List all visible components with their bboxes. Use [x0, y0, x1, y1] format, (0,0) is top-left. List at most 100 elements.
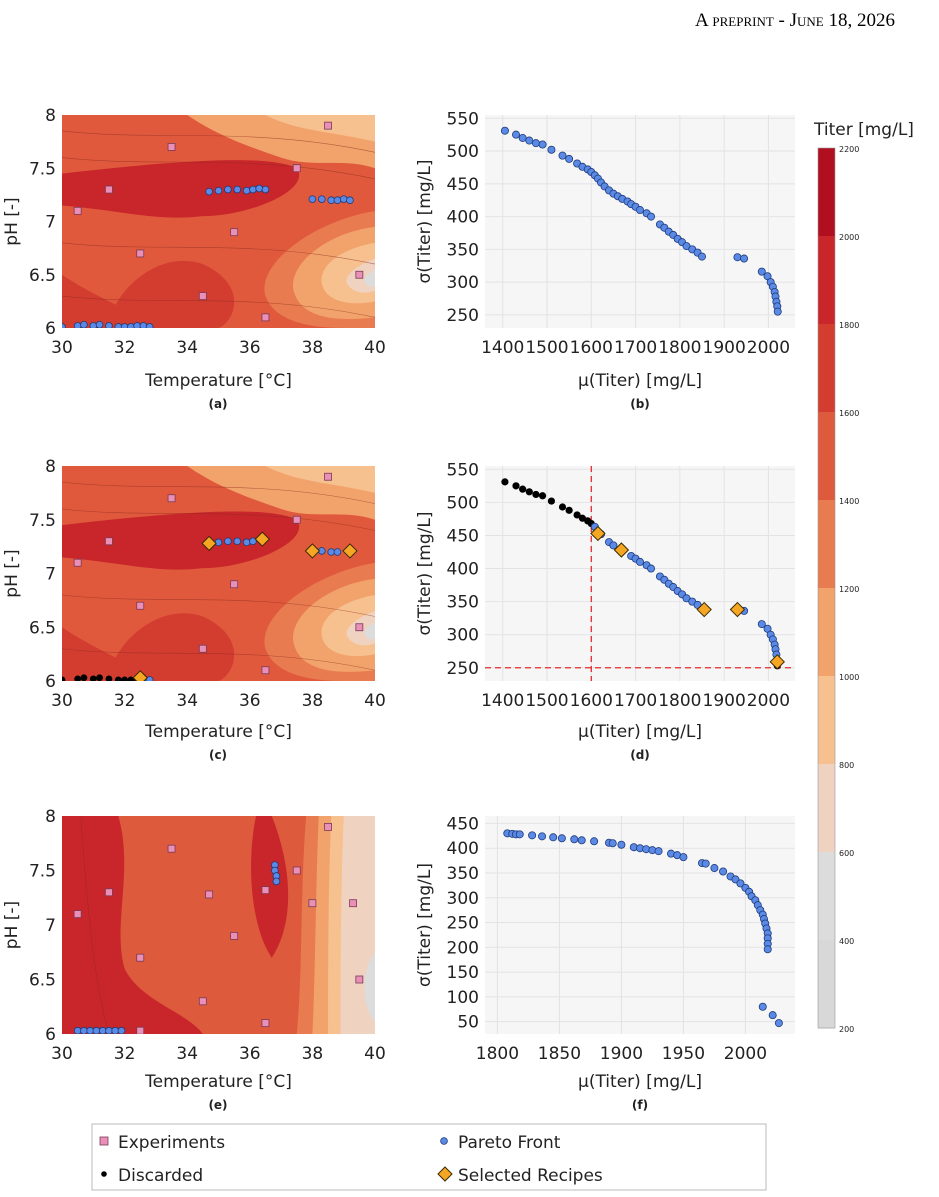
x-tick-label: 2000 [724, 1044, 767, 1064]
discarded-marker [105, 675, 113, 681]
pareto-marker [317, 195, 326, 203]
discarded-marker [558, 503, 567, 511]
pareto-marker [531, 139, 540, 148]
x-axis-label: μ(Titer) [mg/L] [578, 722, 702, 742]
pareto-marker [719, 867, 728, 876]
pareto-marker [698, 252, 707, 261]
pareto-marker [139, 322, 148, 328]
colorbar-segment [818, 852, 835, 941]
colorbar-tick-label: 1000 [839, 673, 859, 682]
x-tick-label: 1400 [481, 691, 524, 711]
selected-marker [729, 601, 746, 618]
x-tick-label: 38 [302, 1044, 324, 1064]
selected-marker [132, 670, 148, 681]
discarded-marker [573, 511, 581, 519]
x-tick-label: 1500 [525, 691, 568, 711]
panel-label: (d) [630, 748, 650, 762]
pareto-marker [214, 538, 223, 547]
pareto-marker [249, 185, 257, 194]
pareto-marker [654, 847, 663, 856]
pareto-marker [308, 195, 317, 203]
legend-discarded-marker [101, 1171, 107, 1177]
y-axis-label: σ(Titer) [mg/L] [415, 863, 435, 987]
experiment-marker [105, 888, 113, 897]
x-tick-label: 40 [364, 1044, 386, 1064]
pareto-marker [608, 839, 617, 848]
y-tick-label: 250 [447, 914, 479, 934]
pareto-marker [73, 1026, 82, 1034]
pareto-marker [95, 321, 104, 328]
y-tick-label: 50 [457, 1013, 479, 1033]
legend-box [91, 1123, 767, 1191]
y-tick-label: 550 [447, 460, 479, 480]
pareto-marker [80, 321, 88, 328]
experiment-marker [198, 292, 207, 300]
pareto-marker [205, 187, 213, 196]
pareto-marker [740, 254, 749, 263]
pareto-marker [255, 184, 263, 193]
chart-panel-a: 30 32 34 36 38 40 6 6.5 7 7.5 8 Temperature [°C] pH … [2, 106, 386, 411]
y-axis-label: σ(Titer) [mg/L] [415, 512, 435, 636]
experiment-marker [136, 601, 145, 610]
chart-panel-e: 30 32 34 36 38 40 6 6.5 7 7.5 8 Temperature [°C] pH … [2, 807, 386, 1112]
y-tick-label: 7.5 [29, 862, 56, 882]
x-tick-label: 1900 [703, 338, 746, 358]
pareto-marker [333, 196, 342, 205]
discarded-marker [578, 514, 587, 522]
selected-marker [769, 654, 785, 670]
discarded-marker [89, 675, 97, 681]
y-tick-label: 8 [45, 106, 56, 126]
x-tick-label: 30 [51, 338, 73, 358]
x-tick-label: 36 [239, 1044, 261, 1064]
colorbar-tick-label: 2200 [839, 145, 859, 154]
x-tick-label: 1800 [476, 1044, 519, 1064]
legend-pareto-marker [440, 1137, 448, 1145]
pareto-marker [617, 840, 626, 849]
legend-label: Discarded [118, 1166, 203, 1186]
pareto-marker [549, 833, 558, 842]
discarded-marker [547, 497, 556, 505]
discarded-marker [80, 674, 88, 681]
pareto-marker [214, 186, 223, 195]
pareto-marker [80, 1026, 88, 1034]
pareto-marker [538, 140, 547, 149]
colorbar-tick-label: 800 [839, 761, 854, 770]
discarded-marker [74, 675, 82, 681]
pareto-marker [636, 206, 645, 215]
x-axis-label: Temperature [°C] [144, 1072, 292, 1092]
experiment-marker [230, 580, 239, 589]
colorbar-tick-label: 400 [839, 937, 854, 946]
pareto-marker [577, 836, 586, 845]
x-tick-label: 1400 [481, 338, 524, 358]
x-tick-label: 34 [176, 1044, 198, 1064]
pareto-marker [768, 1011, 777, 1020]
y-tick-label: 550 [447, 109, 479, 129]
pareto-marker [339, 195, 348, 203]
selected-marker [590, 525, 606, 542]
colorbar-segment [818, 412, 835, 501]
y-axis-label: pH [-] [2, 197, 22, 245]
x-tick-label: 32 [114, 691, 136, 711]
x-tick-label: 1800 [658, 691, 701, 711]
y-tick-label: 7 [45, 213, 56, 233]
pareto-marker [145, 676, 154, 681]
pareto-marker [710, 864, 719, 873]
experiment-marker [292, 515, 301, 524]
pareto-marker [89, 322, 98, 328]
colorbar-segment [818, 764, 835, 853]
legend: Experiments Pareto Front Discarded Selected… [91, 1123, 767, 1191]
y-axis-label: pH [-] [2, 901, 22, 949]
y-tick-label: 8 [45, 457, 56, 477]
discarded-marker [501, 478, 509, 486]
y-tick-label: 350 [447, 240, 479, 260]
experiment-marker [261, 313, 270, 322]
pareto-marker [558, 151, 567, 160]
x-tick-label: 1700 [614, 691, 657, 711]
y-tick-label: 6 [45, 1025, 56, 1045]
colorbar-title: Titer [mg/L] [813, 120, 914, 140]
page-header: A preprint - June 18, 2026 [694, 10, 895, 31]
legend-experiment-marker [99, 1136, 109, 1146]
colorbar-tick-label: 600 [839, 849, 854, 858]
experiment-marker [205, 890, 214, 899]
pareto-marker [62, 323, 66, 328]
